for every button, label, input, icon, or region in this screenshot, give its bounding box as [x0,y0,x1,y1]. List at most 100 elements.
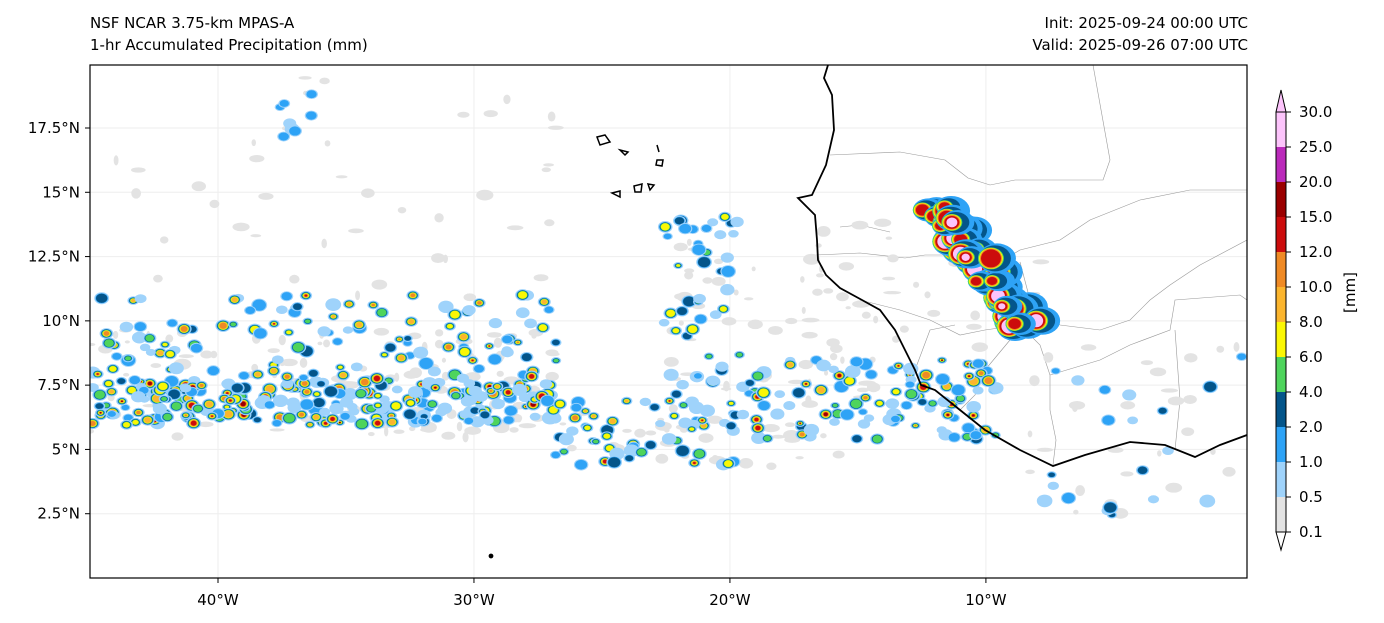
precip-cell [129,376,141,385]
precip-cell [373,375,381,382]
precip-cell [533,274,549,282]
precip-cell [1158,407,1167,414]
precip-cell [391,385,403,394]
precip-cell [913,281,920,288]
precip-cell [289,274,300,284]
precip-cell [95,403,104,409]
precip-cell [688,325,698,334]
title-left-line1: NSF NCAR 3.75-km MPAS-A [90,14,295,32]
precip-cell [350,362,363,372]
precip-cell [978,371,984,376]
precip-cell [1233,342,1240,352]
precip-cell [108,389,115,394]
precip-cell [859,409,867,415]
precip-cell [457,111,470,118]
precip-cell [639,397,652,407]
precip-cell [355,290,361,301]
precip-cell [132,420,139,425]
lat-tick-label: 15°N [42,183,80,201]
precip-cell [1071,375,1085,386]
precip-cell [663,357,679,367]
precip-cell [109,366,117,372]
precip-cell [193,405,203,412]
precip-cell [464,417,474,425]
precip-cell [1048,472,1055,478]
precip-cell [645,430,657,436]
precip-cell [342,326,354,334]
precip-cell [824,370,829,376]
precip-cell [488,354,502,365]
precip-cell [304,389,310,394]
precip-cell [348,228,364,234]
precip-cell [314,392,320,396]
precip-cell [231,297,238,303]
precip-cell [304,319,311,324]
precip-cell [280,358,298,367]
precip-cell [494,384,500,389]
precip-cell [852,435,862,443]
precip-cell [224,410,233,418]
precip-cell [715,361,729,372]
precip-cell [373,327,390,336]
precip-cell [335,175,348,179]
precip-cell [567,444,577,452]
precip-cell [1122,389,1137,401]
precip-cell [1032,259,1050,265]
precip-cell [356,419,368,429]
precip-cell [873,315,879,324]
precip-cell [692,244,706,255]
precip-cell [693,293,706,304]
precip-cell [711,276,726,286]
precip-cell [319,407,331,416]
lat-tick-label: 17.5°N [28,119,80,137]
precip-cell [493,337,503,348]
precip-cell [404,409,416,419]
precip-cell [826,338,840,347]
precip-cell [758,401,770,411]
precip-cell [191,181,207,192]
precip-cell [799,432,805,437]
precip-cell [136,410,141,415]
precip-cell [245,306,255,315]
precip-cell [609,418,616,424]
precip-cell [676,445,689,456]
precip-cell [464,426,482,435]
precip-cell [171,402,182,410]
precip-cell [840,356,845,364]
precip-cell [1102,415,1115,426]
precip-cell [899,325,909,333]
precip-cell [304,294,308,297]
precip-cell [553,358,559,363]
precip-cell [816,225,831,237]
precip-cell [158,382,168,391]
precip-cell [488,345,491,347]
precip-cell [541,167,551,173]
precip-cell [96,373,99,375]
precip-cell [239,371,249,380]
colorbar-segment [1276,252,1286,287]
precip-cell [650,404,659,411]
precip-cell [317,341,323,346]
precip-cell [434,213,444,223]
precip-cell [473,364,485,373]
precip-cell [698,433,714,443]
colorbar-segment [1276,392,1286,427]
precip-cell [901,401,912,410]
precip-cell [602,459,608,464]
precip-cell [340,372,347,378]
precip-cell [375,393,381,398]
precip-cell [726,422,736,430]
precip-cell [558,433,574,446]
precip-cell [679,223,692,234]
lon-tick-label: 30°W [453,591,495,609]
precip-cell [384,426,389,437]
precip-cell [1029,375,1040,387]
precip-cell [829,353,838,361]
precip-cell [863,396,868,400]
precip-cell [515,307,530,319]
precip-cell [924,291,931,299]
precip-cell [1068,400,1086,410]
precip-cell [521,353,532,361]
precip-cell [707,218,719,227]
valid-time: Valid: 2025-09-26 07:00 UTC [1032,36,1248,54]
